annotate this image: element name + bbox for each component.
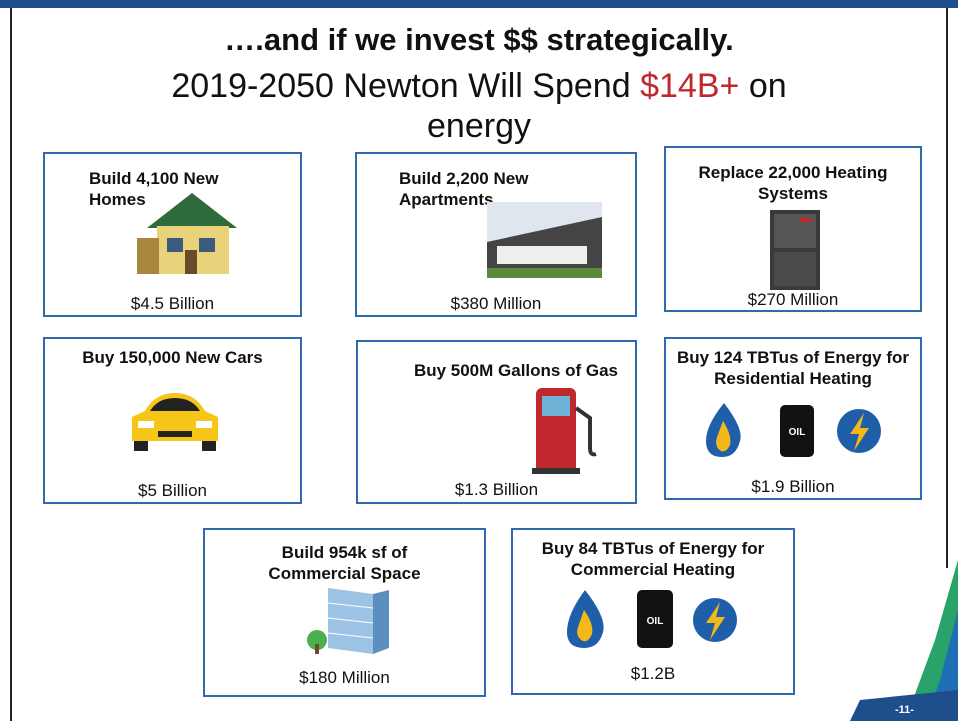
subtitle-text: on energy: [427, 67, 787, 145]
page-number: -11-: [895, 704, 914, 716]
card-title: Buy 84 TBTus of Energy for Commercial He…: [541, 539, 765, 579]
apartments-icon: [487, 202, 602, 278]
card-amount: $5 Billion: [138, 481, 207, 500]
house-icon: [137, 193, 237, 274]
energy-icons: OIL: [706, 403, 881, 457]
card-title: Buy 124 TBTus of Energy for Residential …: [676, 348, 910, 388]
card-amount: $1.9 Billion: [751, 477, 835, 496]
gas-pump-icon: [532, 388, 597, 474]
card-amount: $1.3 Billion: [454, 480, 539, 499]
left-border: [10, 8, 12, 721]
card: Buy 84 TBTus of Energy for Commercial He…: [511, 528, 795, 695]
subtitle: 2019-2050 Newton Will Spend $14B+ on ene…: [115, 66, 843, 146]
card-amount: $380 Million: [450, 294, 542, 313]
card-title: Buy 500M Gallons of Gas: [413, 361, 618, 380]
right-border: [946, 8, 948, 568]
card: Buy 124 TBTus of Energy for Residential …: [664, 337, 922, 500]
card-amount: $270 Million: [747, 290, 839, 309]
energy-icons: OIL: [567, 590, 737, 648]
subtitle-highlight: $14B+: [640, 67, 740, 105]
card: Build 4,100 New Homes $4.5 Billion: [43, 152, 302, 317]
top-bar: [0, 0, 958, 8]
card-amount: $1.2B: [630, 664, 676, 683]
card-amount: $4.5 Billion: [130, 294, 215, 313]
card: Replace 22,000 Heating Systems $270 Mill…: [664, 146, 922, 312]
card: Buy 500M Gallons of Gas $1.3 Billion: [356, 340, 637, 504]
card-title: Build 954k sf of Commercial Space: [268, 543, 421, 583]
barrel-label: OIL: [647, 616, 664, 627]
car-icon: [132, 393, 218, 451]
card: Build 2,200 New Apartments $380 Million: [355, 152, 637, 317]
card-title: Replace 22,000 Heating Systems: [698, 163, 888, 203]
card-title: Build 4,100 New Homes: [89, 169, 219, 209]
card-title: Buy 150,000 New Cars: [82, 348, 263, 367]
furnace-icon: [770, 210, 820, 290]
card: Buy 150,000 New Cars $5 Billion: [43, 337, 302, 504]
building-icon: [307, 588, 389, 654]
title: ….and if we invest $$ strategically.: [224, 22, 734, 57]
card-amount: $180 Million: [299, 668, 390, 687]
card-title: Build 2,200 New Apartments: [399, 169, 529, 209]
barrel-label: OIL: [789, 427, 806, 438]
subtitle-text: 2019-2050 Newton Will Spend: [171, 67, 631, 105]
card: Build 954k sf of Commercial Space $180 M…: [203, 528, 486, 697]
